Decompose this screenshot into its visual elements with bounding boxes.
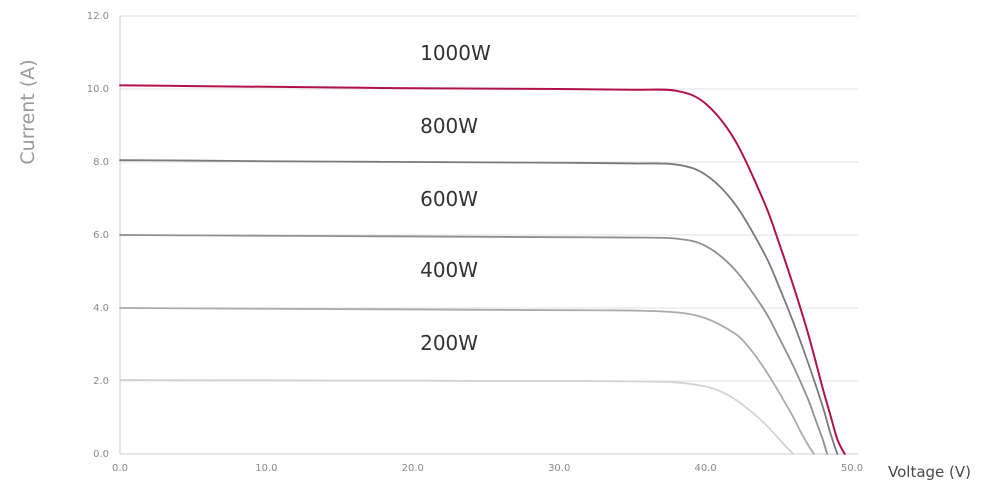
series-label-800W: 800W (420, 114, 478, 138)
series-line-600W (119, 234, 829, 455)
x-tick-label: 40.0 (694, 463, 716, 474)
y-tick-label: 8.0 (93, 157, 109, 168)
y-tick-labels: 0.0 2.0 4.0 6.0 8.0 10.0 12.0 (87, 11, 109, 460)
y-tick-label: 0.0 (93, 449, 109, 460)
y-axis-label: Current (A) (17, 59, 39, 164)
y-tick-label: 4.0 (93, 303, 109, 314)
y-tick-label: 2.0 (93, 376, 109, 387)
x-tick-label: 10.0 (255, 463, 277, 474)
series-label-1000W: 1000W (420, 41, 491, 65)
x-tick-label: 0.0 (112, 463, 128, 474)
y-tick-label: 10.0 (87, 84, 109, 95)
x-tick-label: 50.0 (841, 463, 863, 474)
series-line-1000W (119, 84, 846, 455)
series-labels: 1000W 800W 600W 400W 200W (420, 41, 491, 355)
x-axis-label: Voltage (V) (888, 463, 971, 481)
series-label-400W: 400W (420, 258, 478, 282)
x-tick-labels: 0.0 10.0 20.0 30.0 40.0 50.0 (112, 463, 863, 474)
x-tick-label: 30.0 (548, 463, 570, 474)
series-label-200W: 200W (420, 331, 478, 355)
series-line-400W (119, 307, 815, 455)
series-line-800W (119, 159, 839, 455)
gridlines (120, 15, 858, 382)
y-tick-label: 12.0 (87, 11, 109, 22)
x-tick-label: 20.0 (402, 463, 424, 474)
series-lines (119, 84, 846, 455)
y-tick-label: 6.0 (93, 230, 109, 241)
series-label-600W: 600W (420, 187, 478, 211)
series-line-200W (119, 379, 795, 455)
